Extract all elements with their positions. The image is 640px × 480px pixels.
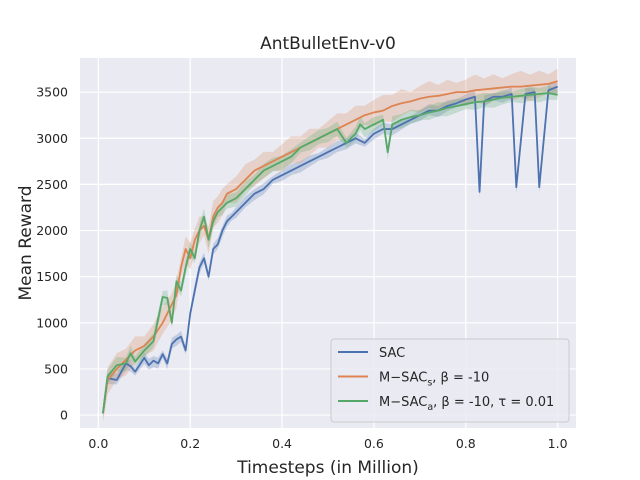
line-series-0 <box>102 85 558 414</box>
band-series-2 <box>102 85 558 419</box>
x-tick-label: 0.2 <box>180 436 200 451</box>
x-tick-labels: 0.0 0.2 0.4 0.6 0.8 1.0 <box>88 436 567 451</box>
legend-tail: , β = -10 <box>432 371 489 386</box>
y-tick-label: 0 <box>60 408 68 423</box>
x-tick-label: 0.6 <box>364 436 384 451</box>
series-lines <box>102 80 558 414</box>
y-tick-label: 2000 <box>36 223 68 238</box>
x-tick-label: 0.4 <box>272 436 292 451</box>
x-axis-label: Timesteps (in Million) <box>236 458 419 478</box>
legend-box <box>330 338 570 423</box>
y-tick-label: 3500 <box>36 85 68 100</box>
legend-tail: , β = -10, τ = 0.01 <box>433 395 554 410</box>
legend-subscript: s <box>427 378 432 389</box>
legend-main: SAC <box>379 346 405 361</box>
y-tick-label: 2500 <box>36 177 68 192</box>
y-tick-label: 500 <box>44 361 68 376</box>
y-axis-label: Mean Reward <box>16 185 36 300</box>
y-tick-labels: 0 500 1000 1500 2000 2500 3000 3500 <box>36 85 68 423</box>
band-series-0 <box>102 82 558 418</box>
line-series-2 <box>102 92 558 414</box>
y-tick-label: 1000 <box>36 315 68 330</box>
legend-subscript: a <box>427 402 433 413</box>
y-tick-label: 1500 <box>36 269 68 284</box>
x-tick-label: 0.0 <box>88 436 108 451</box>
legend-entry-1: M−SACs, β = -10 <box>379 371 489 389</box>
legend-main: M−SAC <box>379 395 427 410</box>
y-tick-label: 3000 <box>36 131 68 146</box>
legend-entry-0: SAC <box>379 346 405 361</box>
legend-entry-2: M−SACa, β = -10, τ = 0.01 <box>379 395 554 413</box>
legend-main: M−SAC <box>379 371 427 386</box>
chart-title: AntBulletEnv-v0 <box>260 34 396 54</box>
x-tick-label: 1.0 <box>548 436 568 451</box>
x-tick-label: 0.8 <box>456 436 476 451</box>
